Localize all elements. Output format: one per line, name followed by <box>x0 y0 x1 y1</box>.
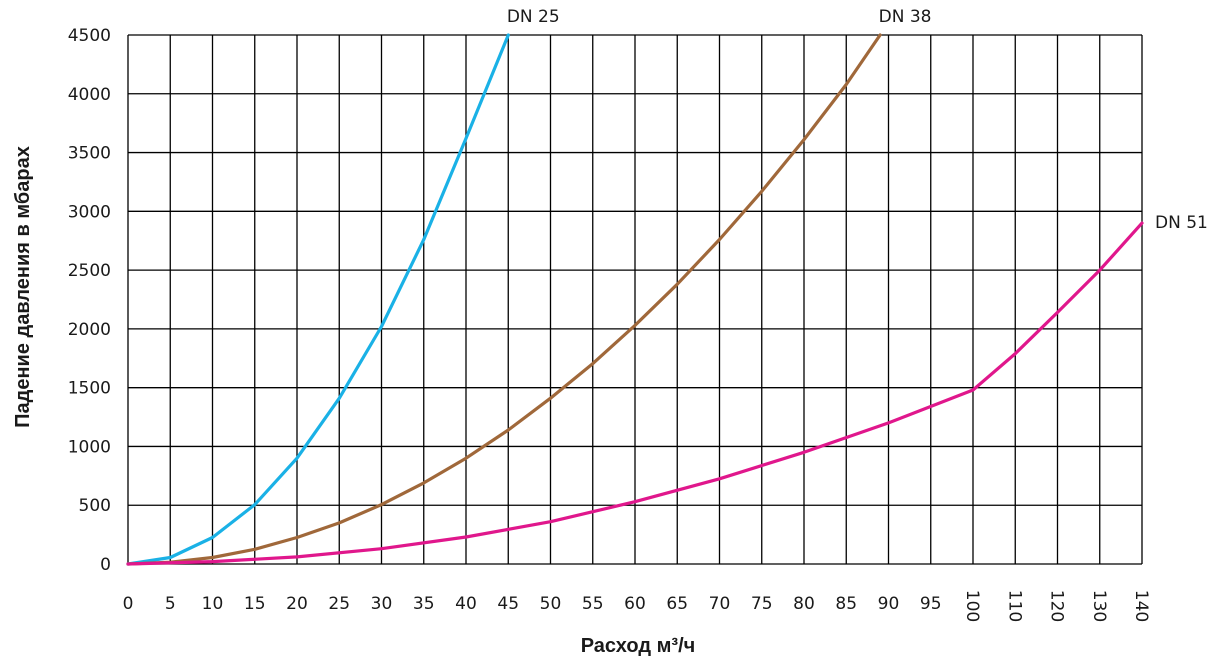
y-tick-label: 1500 <box>68 379 111 399</box>
x-tick-label: 130 <box>1089 590 1109 622</box>
series-line <box>126 221 1144 566</box>
x-tick-label: 120 <box>1047 590 1067 622</box>
x-tick-label: 0 <box>123 594 134 614</box>
x-tick-label: 85 <box>835 594 857 614</box>
x-tick-label: 140 <box>1131 590 1151 622</box>
series-line <box>126 33 510 566</box>
y-tick-label: 500 <box>79 496 111 516</box>
x-tick-label: 50 <box>540 594 562 614</box>
x-tick-label: 70 <box>709 594 731 614</box>
x-tick-label: 110 <box>1004 590 1024 622</box>
y-tick-label: 3500 <box>68 144 111 164</box>
y-tick-labels: 0 500 1000 1500 2000 2500 3000 3500 4000 4500 <box>68 26 111 575</box>
x-tick-label: 35 <box>413 594 435 614</box>
y-tick-label: 0 <box>100 555 111 575</box>
series-label: DN 51 <box>1155 213 1208 233</box>
series-lines <box>126 33 1144 566</box>
x-tick-label: 10 <box>202 594 224 614</box>
grid <box>127 34 1143 565</box>
x-tick-labels: 0 5 10 15 20 25 30 35 40 45 50 55 60 65 70 75 80 85 90 95 10… <box>123 590 1151 622</box>
x-tick-label: 5 <box>165 594 176 614</box>
x-tick-label: 60 <box>624 594 646 614</box>
x-tick-label: 100 <box>962 590 982 622</box>
y-tick-label: 2000 <box>68 320 111 340</box>
y-tick-label: 1000 <box>68 437 111 457</box>
x-axis-title: Расход м³/ч <box>581 635 696 657</box>
x-tick-label: 20 <box>286 594 308 614</box>
x-tick-label: 55 <box>582 594 604 614</box>
x-tick-label: 65 <box>666 594 688 614</box>
y-tick-label: 2500 <box>68 261 111 281</box>
y-tick-label: 4000 <box>68 85 111 105</box>
y-tick-label: 4500 <box>68 26 111 46</box>
x-tick-label: 30 <box>371 594 393 614</box>
x-tick-label: 95 <box>920 594 942 614</box>
x-tick-label: 40 <box>455 594 477 614</box>
series-label: DN 25 <box>507 7 560 27</box>
x-tick-label: 15 <box>244 594 266 614</box>
x-tick-label: 75 <box>751 594 773 614</box>
x-tick-label: 90 <box>878 594 900 614</box>
series-label: DN 38 <box>879 7 932 27</box>
x-tick-label: 25 <box>328 594 350 614</box>
x-tick-label: 45 <box>497 594 519 614</box>
series-line <box>126 33 882 566</box>
series-labels: DN 25 DN 38 DN 51 <box>507 7 1208 233</box>
y-axis-title: Падение давления в мбарах <box>12 146 34 428</box>
x-tick-label: 80 <box>793 594 815 614</box>
y-tick-label: 3000 <box>68 202 111 222</box>
